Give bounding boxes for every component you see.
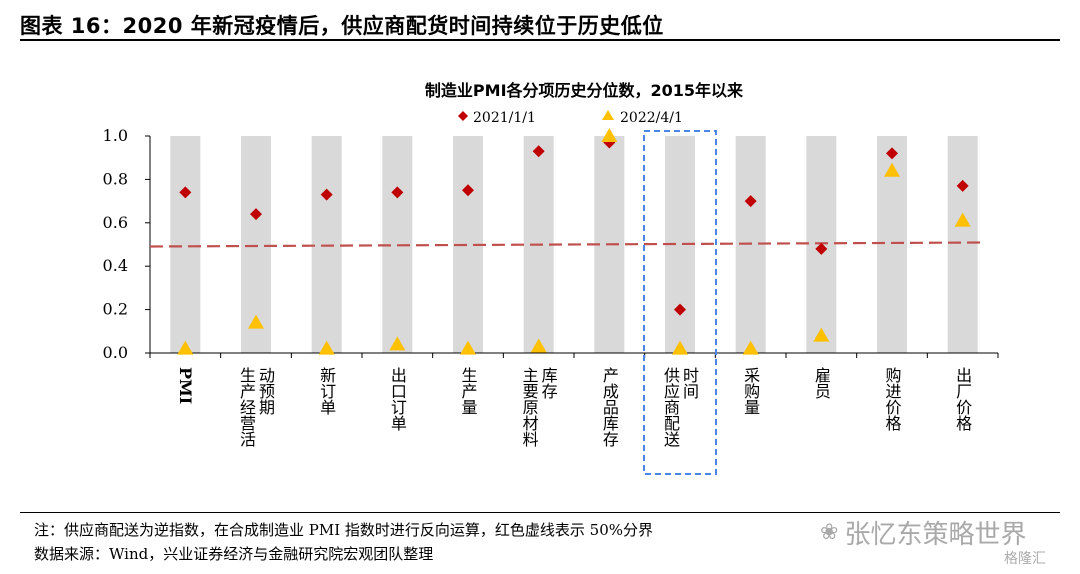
watermark: ❀ 张忆东策略世界 <box>820 514 1026 551</box>
legend-marker-2021 <box>458 111 468 121</box>
category-label: 出口订单 <box>388 367 407 431</box>
category-label: 主要原材料 <box>520 367 539 447</box>
category-label: 动预期 <box>256 367 275 416</box>
category-label: 新订单 <box>317 367 336 415</box>
y-tick-label: 0.4 <box>103 256 128 275</box>
category-bar <box>170 136 201 353</box>
category-label: 生产经营活 <box>237 367 256 447</box>
marker-2021-3 <box>391 186 404 199</box>
highlight-box <box>643 130 717 475</box>
marker-2021-8 <box>744 195 757 208</box>
y-tick-label: 0.0 <box>103 343 128 362</box>
marker-2021-5 <box>532 145 545 158</box>
category-label: 时间 <box>680 367 699 400</box>
category-label: 库存 <box>539 367 558 399</box>
marker-2022-4 <box>460 340 476 355</box>
title-rule <box>20 39 1060 41</box>
wechat-icon: ❀ <box>820 520 839 545</box>
marker-2021-2 <box>320 188 333 201</box>
marker-2021-7 <box>674 303 686 316</box>
marker-2021-4 <box>462 184 474 197</box>
category-label: 采购量 <box>741 367 760 415</box>
marker-2021-11 <box>956 179 969 192</box>
y-tick-label: 0.8 <box>103 169 128 188</box>
chart-note: 注：供应商配送为逆指数，在合成制造业 PMI 指数时进行反向运算，红色虚线表示 … <box>34 521 654 539</box>
chart-source: 数据来源：Wind，兴业证券经济与金融研究院宏观团队整理 <box>34 545 434 563</box>
marker-2021-0 <box>179 186 192 199</box>
figure-title: 图表 16：2020 年新冠疫情后，供应商配货时间持续位于历史低位 <box>20 14 664 38</box>
category-label: 产成品库存 <box>600 367 619 447</box>
category-bar <box>311 136 342 353</box>
watermark-text-2: 格隆汇 <box>1004 551 1046 567</box>
notes-rule <box>20 512 1060 513</box>
marker-2021-10 <box>886 147 898 160</box>
marker-2022-3 <box>389 336 406 351</box>
category-label: 生产量 <box>459 367 478 415</box>
legend-marker-2022 <box>602 110 614 120</box>
marker-2021-1 <box>250 208 262 221</box>
marker-2021-9 <box>815 242 828 255</box>
category-label: 雇员 <box>812 367 831 399</box>
category-bar <box>947 136 978 353</box>
marker-2022-2 <box>318 340 335 355</box>
marker-2022-8 <box>742 340 759 355</box>
marker-2022-6 <box>601 128 618 142</box>
marker-2022-1 <box>248 314 264 329</box>
legend-label-2021: 2021/1/1 <box>473 110 536 126</box>
category-label: 供应商配送 <box>661 367 680 447</box>
reference-line-50 <box>149 241 986 248</box>
y-tick-label: 0.2 <box>103 300 128 319</box>
y-tick-label: 1.0 <box>103 126 128 145</box>
marker-2022-9 <box>813 327 830 342</box>
category-label: 购进价格 <box>883 367 902 431</box>
category-label: PMI <box>176 367 195 404</box>
watermark-text: 张忆东策略世界 <box>844 520 1027 550</box>
y-tick-label: 0.6 <box>103 213 128 232</box>
marker-2022-7 <box>672 340 688 355</box>
marker-2022-10 <box>884 162 900 177</box>
marker-2022-0 <box>177 340 194 355</box>
legend-label-2022: 2022/4/1 <box>620 110 683 126</box>
category-label: 出厂价格 <box>953 367 972 431</box>
chart-title: 制造业PMI各分项历史分位数，2015年以来 <box>425 81 744 100</box>
marker-2022-5 <box>530 338 547 353</box>
marker-2022-11 <box>954 212 971 227</box>
